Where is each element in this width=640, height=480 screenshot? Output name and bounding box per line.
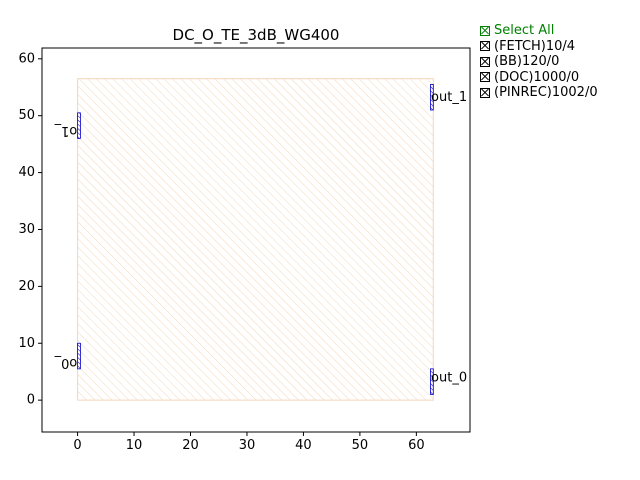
x-tick-label: 0 (73, 438, 81, 453)
x-tick-label: 20 (182, 438, 199, 453)
layer-legend: Select All (FETCH)10/4 (BB)120/0 (DOC)10… (480, 23, 598, 101)
legend-item-bb[interactable]: (BB)120/0 (480, 54, 598, 70)
checkbox-icon[interactable] (480, 72, 490, 83)
x-tick-label: 50 (352, 438, 369, 453)
y-tick-label: 40 (18, 165, 35, 180)
port-marker (430, 84, 434, 111)
chart-title: DC_O_TE_3dB_WG400 (173, 26, 340, 45)
x-tick-label: 40 (295, 438, 312, 453)
select-all-toggle[interactable]: Select All (480, 23, 598, 39)
legend-item-label: (DOC)1000/0 (494, 69, 580, 85)
checkbox-icon[interactable] (480, 25, 490, 36)
legend-item-pinrec[interactable]: (PINREC)1002/0 (480, 85, 598, 101)
y-tick-label: 30 (18, 222, 35, 237)
port-marker (77, 112, 81, 139)
select-all-label: Select All (494, 23, 555, 38)
port-label: o1_ (54, 123, 77, 138)
y-tick-label: 10 (18, 336, 35, 351)
port-label: out_0 (431, 370, 467, 385)
checkbox-icon[interactable] (480, 87, 490, 98)
port-marker (77, 342, 81, 370)
y-axis: 0 10 20 30 40 50 60 (18, 51, 42, 408)
checkbox-icon[interactable] (480, 56, 490, 67)
y-tick-label: 50 (18, 108, 35, 123)
plot-frame (41, 47, 471, 433)
legend-item-label: (PINREC)1002/0 (494, 85, 598, 100)
legend-item-label: (FETCH)10/4 (494, 38, 576, 54)
y-tick-label: 0 (27, 393, 35, 408)
port-label: out_1 (431, 90, 467, 105)
legend-item-label: (BB)120/0 (494, 54, 560, 69)
y-tick-label: 20 (18, 279, 35, 294)
x-tick-label: 60 (408, 438, 425, 453)
checkbox-icon[interactable] (480, 41, 490, 52)
x-tick-label: 30 (239, 438, 256, 453)
x-axis: 0 10 20 30 40 50 60 (73, 432, 425, 453)
plot-marks: o1_ o0_ out_1 out_0 (54, 78, 467, 401)
x-tick-label: 10 (126, 438, 143, 453)
legend-item-doc[interactable]: (DOC)1000/0 (480, 70, 598, 86)
y-tick-label: 60 (18, 51, 35, 66)
port-marker (430, 368, 434, 395)
legend-item-fetch[interactable]: (FETCH)10/4 (480, 39, 598, 55)
device-footprint (77, 78, 434, 401)
port-label: o0_ (54, 355, 77, 370)
